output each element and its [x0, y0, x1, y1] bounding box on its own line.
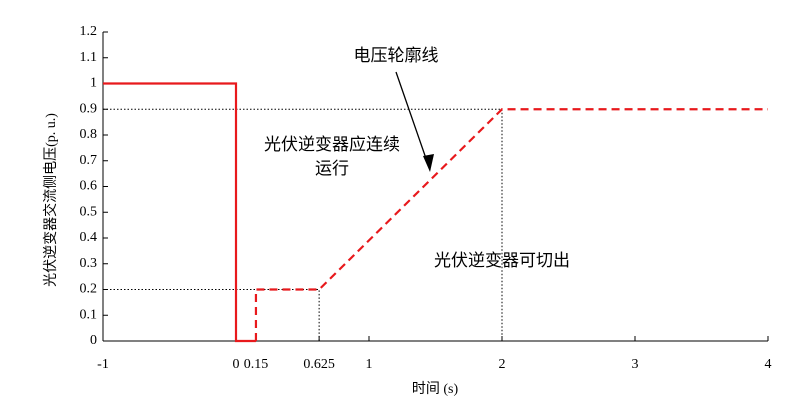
annotation: 光伏逆变器应连续 [264, 135, 400, 154]
x-tick-label: 0.625 [303, 357, 335, 372]
voltage-line [103, 82, 256, 343]
x-tick-label: -1 [97, 357, 109, 372]
y-tick-label: 0.5 [80, 204, 98, 219]
x-tick-label: 0.15 [244, 357, 269, 372]
annotation: 运行 [315, 159, 349, 178]
voltage-line [254, 108, 768, 341]
y-tick-label: 0.8 [80, 127, 98, 142]
reference-line [103, 289, 320, 341]
y-tick-label: 0.9 [80, 101, 98, 116]
y-tick-label: 0.1 [80, 307, 98, 322]
x-axis-label: 时间 (s) [412, 381, 459, 397]
y-tick-label: 0.4 [80, 230, 98, 245]
y-tick-label: 0.6 [80, 179, 98, 194]
y-tick-label: 0.2 [80, 282, 98, 297]
y-tick-label: 0.7 [80, 153, 98, 168]
y-tick-label: 0.3 [80, 256, 98, 271]
y-tick-label: 0 [90, 333, 97, 348]
y-axis-label: 光伏逆变器交流侧电压(p. u.) [42, 113, 59, 287]
arrow-head [423, 154, 434, 172]
x-tick-label: 4 [765, 357, 772, 372]
x-tick-label: 1 [366, 357, 373, 372]
x-tick-label: 2 [499, 357, 506, 372]
y-tick-label: 1.2 [80, 24, 98, 39]
x-tick-label: 0 [233, 357, 240, 372]
x-tick-label: 3 [632, 357, 639, 372]
y-tick-label: 1.1 [80, 50, 98, 65]
arrow [395, 71, 431, 171]
annotation: 电压轮廓线 [354, 46, 439, 65]
y-tick-label: 1 [90, 76, 97, 91]
